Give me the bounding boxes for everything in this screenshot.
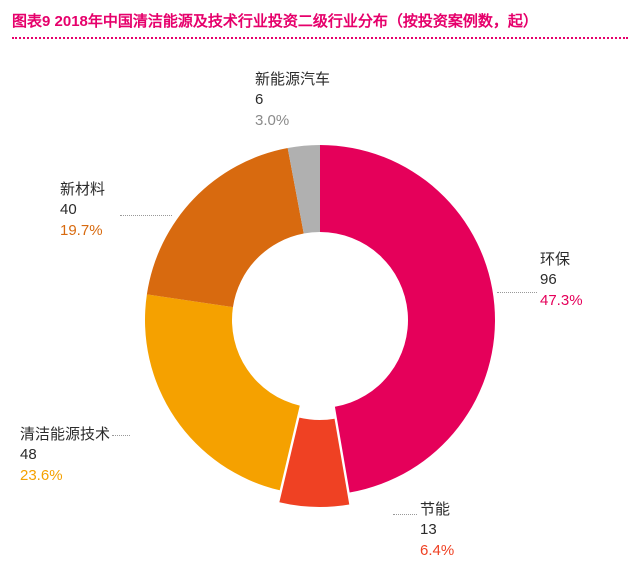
leader-tech [112,435,130,436]
label-nev: 新能源汽车63.0% [255,70,330,131]
label-tech: 清洁能源技术4823.6% [20,425,110,486]
leader-mat [120,215,172,216]
label-name-tech: 清洁能源技术 [20,425,110,445]
label-name-save: 节能 [420,500,454,520]
slice-env [320,145,495,492]
leader-save [393,514,417,515]
label-name-nev: 新能源汽车 [255,70,330,90]
slice-mat [147,148,304,307]
label-name-env: 环保 [540,250,583,270]
label-save: 节能136.4% [420,500,454,561]
label-value-nev: 6 [255,90,330,110]
label-value-env: 96 [540,270,583,290]
label-percent-save: 6.4% [420,541,454,561]
label-value-tech: 48 [20,445,110,465]
slice-tech [145,294,300,490]
title-rule [12,37,628,39]
label-name-mat: 新材料 [60,180,105,200]
donut-chart: 环保9647.3%节能136.4%清洁能源技术4823.6%新材料4019.7%… [0,70,640,550]
label-value-mat: 40 [60,200,105,220]
label-percent-mat: 19.7% [60,221,105,241]
label-percent-nev: 3.0% [255,111,330,131]
label-percent-env: 47.3% [540,291,583,311]
chart-title: 图表9 2018年中国清洁能源及技术行业投资二级行业分布（按投资案例数，起） [0,0,640,37]
label-percent-tech: 23.6% [20,466,110,486]
leader-env [497,292,537,293]
label-mat: 新材料4019.7% [60,180,105,241]
label-env: 环保9647.3% [540,250,583,311]
label-value-save: 13 [420,520,454,540]
